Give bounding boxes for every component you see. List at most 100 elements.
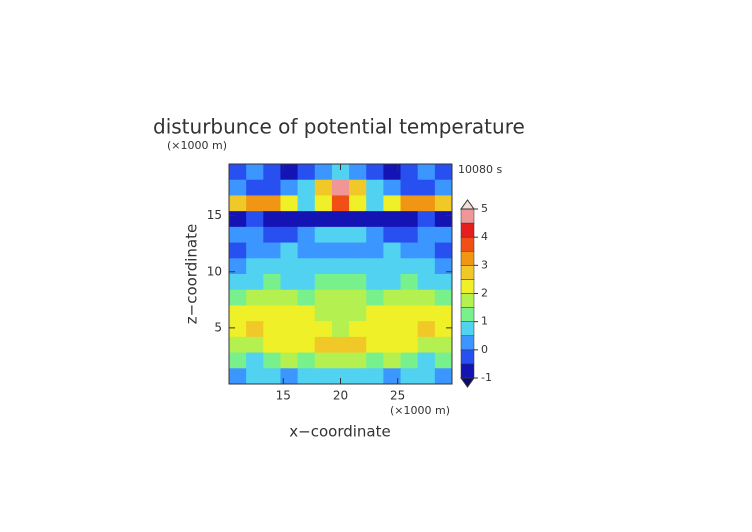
contour-cell [229,226,247,244]
contour-cell [229,164,247,181]
contour-cell [297,289,316,306]
contour-cell [434,195,453,212]
colorbar-box [460,208,475,224]
contour-cell [434,352,453,369]
contour-cell [229,289,247,306]
contour-cell [400,274,419,291]
contour-cell [331,274,350,291]
contour-cell [297,195,316,212]
colorbar-tick-label: 4 [481,230,488,243]
x-axis-label: x−coordinate [289,423,390,441]
contour-cell [263,164,281,181]
contour-cell [314,336,333,354]
contour-cell [297,305,316,322]
contour-cell [417,352,436,369]
contour-cell [229,195,247,212]
contour-cell [263,274,281,291]
contour-cell [417,242,436,259]
contour-cell [263,321,281,338]
contour-cell [246,321,264,338]
contour-cell [280,211,299,228]
contour-cell [280,352,299,369]
colorbar-box [460,293,475,308]
contour-cell [383,179,402,196]
contour-cell [314,368,333,385]
contour-cell [246,226,264,244]
contour-cell [434,179,453,196]
contour-cell [280,164,299,181]
contour-cell [331,211,350,228]
contour-cell [349,336,367,354]
contour-cell [366,289,384,306]
contour-cell [383,305,402,322]
x-unit-label: (×1000 m) [390,404,450,417]
contour-cell [331,226,350,244]
colorbar-box [460,279,475,294]
contour-cell [434,164,453,181]
contour-cell [400,242,419,259]
time-label: 10080 s [458,163,502,176]
contour-cell [280,179,299,196]
contour-cell [246,211,264,228]
contour-cell [383,164,402,181]
contour-cell [297,164,316,181]
contour-cell [314,164,333,181]
x-tick-label: 20 [333,389,348,403]
contour-cell [417,305,436,322]
chart-title: disturbunce of potential temperature [153,115,525,139]
contour-cell [400,258,419,275]
contour-cell [314,211,333,228]
contour-cell [229,242,247,259]
contour-cell [297,179,316,196]
contour-cell [400,164,419,181]
contour-cell [417,195,436,212]
colorbar-tick-label: 3 [481,258,488,271]
contour-cell [417,211,436,228]
colorbar-box [460,265,475,280]
contour-cell [229,368,247,385]
contour-cell [434,305,453,322]
contour-cell [331,289,350,306]
contour-cell [314,289,333,306]
contour-cell [400,211,419,228]
contour-cell [349,211,367,228]
contour-cell [314,226,333,244]
contour-cell [246,164,264,181]
contour-cell [349,305,367,322]
contour-cell [246,242,264,259]
contour-cell [246,305,264,322]
contour-cell [366,274,384,291]
contour-cell [229,211,247,228]
contour-cell [434,211,453,228]
contour-cell [366,242,384,259]
contour-cell [229,321,247,338]
contour-cell [366,336,384,354]
contour-cell [331,164,350,181]
colorbar-tick-label: 2 [481,287,488,300]
contour-cell [349,164,367,181]
contour-cell [331,305,350,322]
contour-cell [383,258,402,275]
contour-cell [400,321,419,338]
contour-cell [331,258,350,275]
contour-cell [263,179,281,196]
contour-cell [297,368,316,385]
contour-cell [331,179,350,196]
contour-cell [400,226,419,244]
contour-cell [297,242,316,259]
contour-cell [314,258,333,275]
contour-cell [263,226,281,244]
y-tick-label: 5 [214,320,222,334]
colorbar-under [460,377,475,388]
y-unit-label: (×1000 m) [167,139,227,152]
contour-cell [417,368,436,385]
contour-cell [383,242,402,259]
contour-cell [383,368,402,385]
colorbar-tick-label: 0 [481,343,488,356]
contour-cell [246,179,264,196]
y-tick-label: 15 [207,208,222,222]
contour-cell [246,352,264,369]
contour-cell [366,258,384,275]
contour-cell [263,336,281,354]
contour-cell [229,305,247,322]
